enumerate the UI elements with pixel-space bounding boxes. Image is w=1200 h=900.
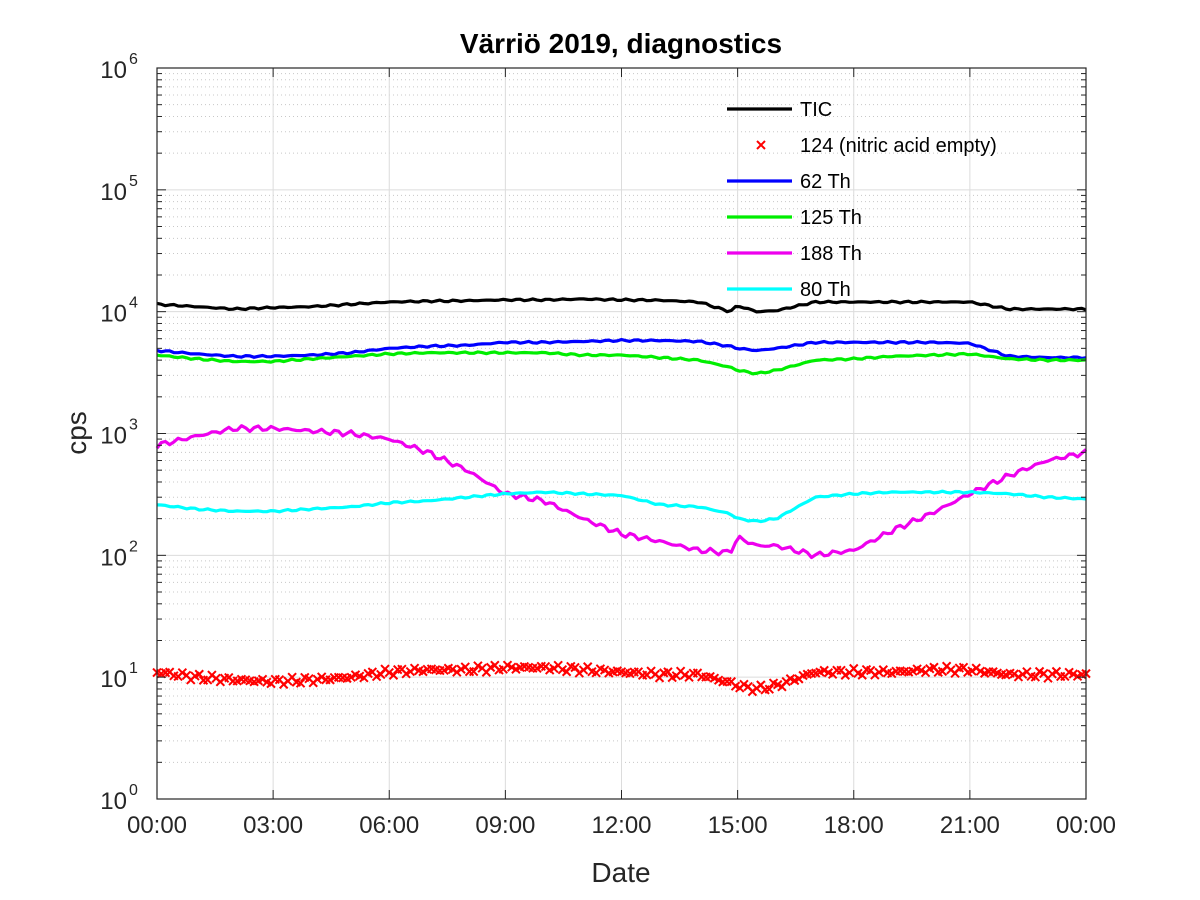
y-tick-label-base: 10 [100, 301, 127, 328]
x-tick-label: 09:00 [475, 812, 535, 839]
x-tick-label: 21:00 [940, 812, 1000, 839]
x-tick-labels: 00:00 03:00 06:00 09:00 12:00 15:00 18:00 21:00… [127, 812, 1116, 839]
series-marker [870, 670, 880, 680]
chart-title: Värriö 2019, diagnostics [460, 28, 782, 59]
series-marker [1013, 672, 1024, 682]
x-axis-label: Date [591, 857, 650, 888]
x-tick-label: 00:00 [1056, 812, 1116, 839]
y-tick-label: 10 5 [100, 173, 138, 206]
y-tick-label: 10 0 [100, 782, 138, 815]
y-tick-label-base: 10 [100, 423, 127, 450]
axis-ticks [156, 67, 1087, 800]
y-tick-label-exponent: 4 [129, 295, 138, 312]
y-tick-label-exponent: 6 [129, 51, 138, 68]
x-tick-label: 06:00 [359, 812, 419, 839]
legend-label: 124 (nitric acid empty) [800, 135, 997, 157]
series-125-th-line [156, 350, 1087, 376]
y-tick-label: 10 1 [100, 660, 138, 693]
series-80-th-line [156, 489, 1087, 524]
y-tick-label-exponent: 1 [129, 660, 138, 677]
series-124-nitric-acid-empty [152, 660, 1091, 697]
legend-entry: 124 (nitric acid empty) [756, 135, 997, 157]
y-tick-label-base: 10 [100, 57, 127, 84]
legend-entry: 125 Th [727, 207, 862, 229]
series-marker [295, 678, 306, 688]
legend-label: 125 Th [800, 207, 862, 229]
series-layer [152, 297, 1091, 697]
y-tick-label-exponent: 0 [129, 782, 138, 799]
y-tick-label: 10 4 [100, 295, 138, 328]
x-tick-label: 03:00 [243, 812, 303, 839]
y-tick-label-base: 10 [100, 179, 127, 206]
x-tick-label: 00:00 [127, 812, 187, 839]
legend-entry: 80 Th [727, 279, 851, 301]
series-marker [840, 670, 851, 680]
series-188-th-line [155, 424, 1088, 560]
legend-entry: TIC [727, 99, 832, 121]
y-tick-label: 10 6 [100, 51, 138, 84]
x-tick-label: 12:00 [591, 812, 651, 839]
legend-entry: 62 Th [727, 171, 851, 193]
y-tick-label-base: 10 [100, 666, 127, 693]
series-marker [1017, 669, 1028, 680]
x-tick-label: 15:00 [708, 812, 768, 839]
legend-swatch [756, 140, 766, 150]
y-tick-label-exponent: 5 [129, 173, 138, 190]
y-tick-label-base: 10 [100, 544, 127, 571]
series-marker [663, 667, 673, 677]
y-tick-label-base: 10 [100, 788, 127, 815]
legend: TIC 124 (nitric acid empty) 62 Th 125 Th 188… [727, 99, 997, 301]
legend-label: 80 Th [800, 279, 851, 301]
series-tic-line [156, 297, 1087, 314]
x-tick-label: 18:00 [824, 812, 884, 839]
series-marker [384, 667, 394, 678]
series-marker [764, 684, 775, 694]
legend-label: 188 Th [800, 243, 862, 265]
y-tick-label: 10 3 [100, 417, 138, 450]
y-axis-label: cps [61, 411, 92, 455]
legend-label: TIC [800, 99, 832, 121]
series-marker [874, 667, 884, 677]
series-marker [194, 669, 204, 679]
series-marker [468, 666, 479, 677]
legend-entry: 188 Th [727, 243, 862, 265]
series-marker [177, 668, 188, 678]
legend-label: 62 Th [800, 171, 851, 193]
y-tick-label-exponent: 3 [129, 417, 138, 434]
y-tick-label-exponent: 2 [129, 538, 138, 555]
y-tick-label: 10 2 [100, 538, 138, 571]
series-62-th-line [156, 337, 1087, 360]
